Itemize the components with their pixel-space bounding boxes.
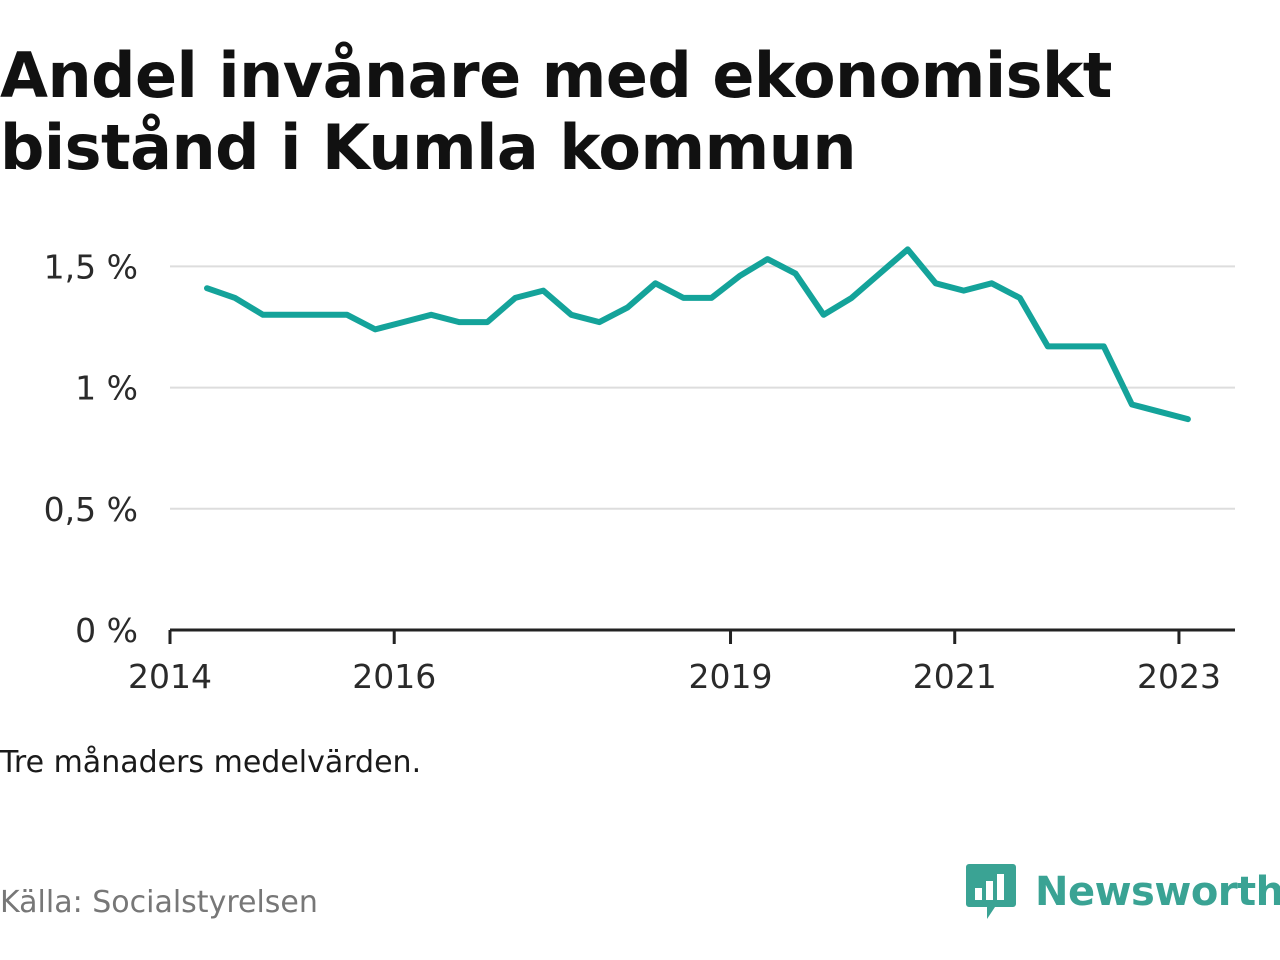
y-axis: 0 % 0,5 % 1 % 1,5 % (44, 247, 138, 650)
y-tick-label: 0,5 % (44, 490, 138, 529)
bar-chart-speech-bubble-icon (966, 864, 1016, 919)
x-tick-label: 2014 (128, 657, 212, 696)
x-axis: 2014 2016 2019 2021 2023 (128, 628, 1235, 696)
source-label: Källa: Socialstyrelsen (0, 885, 318, 920)
x-tick-label: 2019 (689, 657, 773, 696)
y-tick-label: 1,5 % (44, 247, 138, 286)
y-tick-label: 1 % (75, 369, 138, 408)
chart-title: Andel invånare med ekonomiskt bistånd i … (0, 39, 1112, 184)
series-layer (204, 246, 1191, 423)
x-tick-label: 2021 (913, 657, 997, 696)
brand-name: Newsworthy (1035, 869, 1280, 915)
brand-logo[interactable]: Newsworthy (965, 862, 1280, 922)
x-tick-label: 2016 (352, 657, 436, 696)
line-chart: 0 % 0,5 % 1 % 1,5 % 2014 2016 2019 2021 2023 (44, 246, 1235, 696)
series-line (204, 246, 1191, 423)
y-tick-label: 0 % (75, 611, 138, 650)
gridlines (170, 265, 1235, 510)
x-tick-label: 2023 (1137, 657, 1221, 696)
chart-note: Tre månaders medelvärden. (0, 745, 422, 780)
